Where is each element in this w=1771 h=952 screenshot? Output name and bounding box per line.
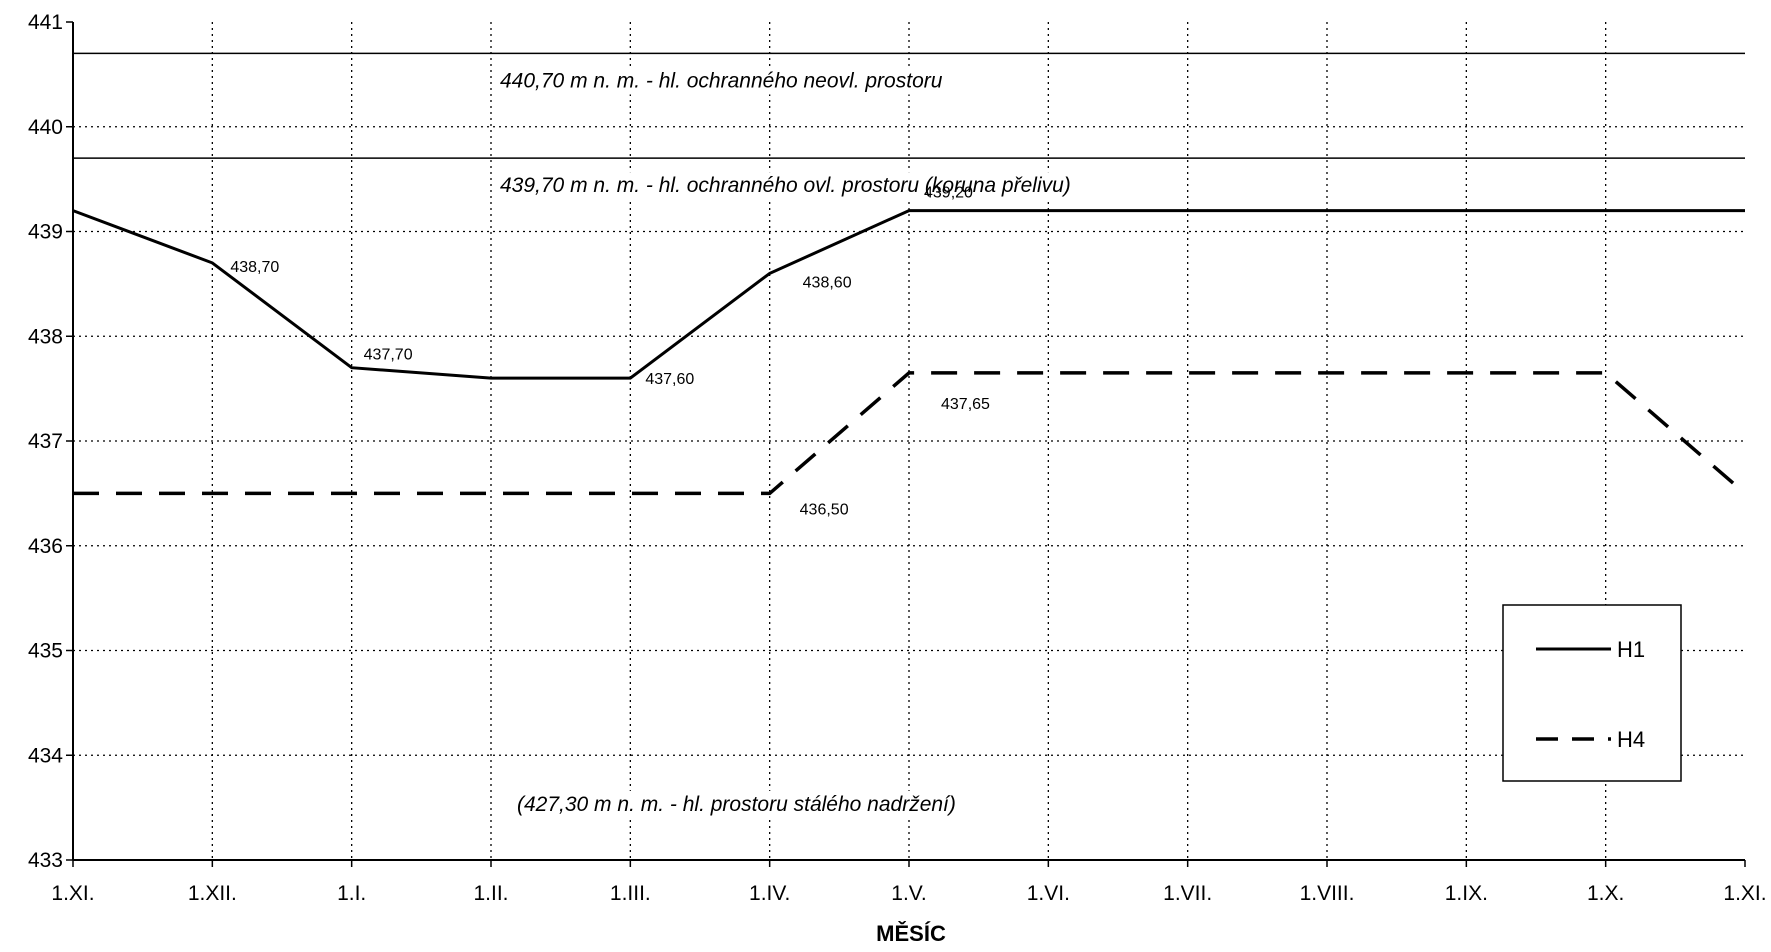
legend: H1 H4 xyxy=(1502,604,1682,782)
series-lines xyxy=(72,209,1747,496)
y-tick-label: 434 xyxy=(28,744,63,767)
x-tick-label: 1.IV. xyxy=(749,882,790,905)
data-label: 437,70 xyxy=(364,347,413,364)
data-label: 437,60 xyxy=(645,371,694,388)
x-axis-title: MĚSÍC xyxy=(876,921,946,946)
x-tick-label: 1.II. xyxy=(473,882,508,905)
reference-label-background xyxy=(494,172,1077,200)
x-tick-label: 1.VI. xyxy=(1027,882,1070,905)
grid xyxy=(73,22,1745,860)
x-tick-label: 1.V. xyxy=(891,882,926,905)
x-tick-label: 1.X. xyxy=(1587,882,1624,905)
x-tick-label: 1.III. xyxy=(610,882,651,905)
series-line-H1 xyxy=(72,209,1745,380)
data-label: 438,60 xyxy=(803,274,852,291)
data-label: 439,20 xyxy=(924,185,973,202)
y-tick-label: 433 xyxy=(28,849,63,872)
reference-lines: 440,70 m n. m. - hl. ochranného neovl. p… xyxy=(73,52,1745,818)
reference-label-background xyxy=(494,67,949,95)
y-tick-label: 436 xyxy=(28,535,63,558)
data-labels: 438,70 437,70 437,60 438,60 439,20 436,50 437,… xyxy=(230,185,990,519)
reference-line-label: 440,70 m n. m. - hl. ochranného neovl. p… xyxy=(500,69,943,92)
x-tick-label: 1.VII. xyxy=(1163,882,1212,905)
x-tick-label: 1.XII. xyxy=(188,882,237,905)
legend-box xyxy=(1502,604,1682,782)
legend-label-H1: H1 xyxy=(1617,637,1645,662)
y-tick-label: 440 xyxy=(28,116,63,139)
y-tick-label: 439 xyxy=(28,221,63,244)
y-tick-label: 441 xyxy=(28,11,63,34)
reference-line-label: 439,70 m n. m. - hl. ochranného ovl. pro… xyxy=(500,174,1071,197)
x-tick-label: 1.VIII. xyxy=(1300,882,1355,905)
y-tick-label: 437 xyxy=(28,430,63,453)
data-label: 436,50 xyxy=(800,501,849,518)
axes: 433 434 435 436 437 438 439 440 441 1.XI. 1.XII. 1.… xyxy=(28,11,1767,946)
y-tick-label: 435 xyxy=(28,640,63,663)
x-tick-label: 1.XI. xyxy=(1723,882,1766,905)
series-line-H4 xyxy=(73,371,1747,496)
y-tick-label: 438 xyxy=(28,325,63,348)
annotation-background xyxy=(511,790,962,818)
legend-label-H4: H4 xyxy=(1617,727,1645,752)
data-label: 438,70 xyxy=(230,259,279,276)
x-tick-label: 1.I. xyxy=(337,882,366,905)
x-tick-label: 1.XI. xyxy=(51,882,94,905)
data-label: 437,65 xyxy=(941,396,990,413)
annotation-text: (427,30 m n. m. - hl. prostoru stálého n… xyxy=(517,793,956,816)
x-tick-label: 1.IX. xyxy=(1445,882,1488,905)
